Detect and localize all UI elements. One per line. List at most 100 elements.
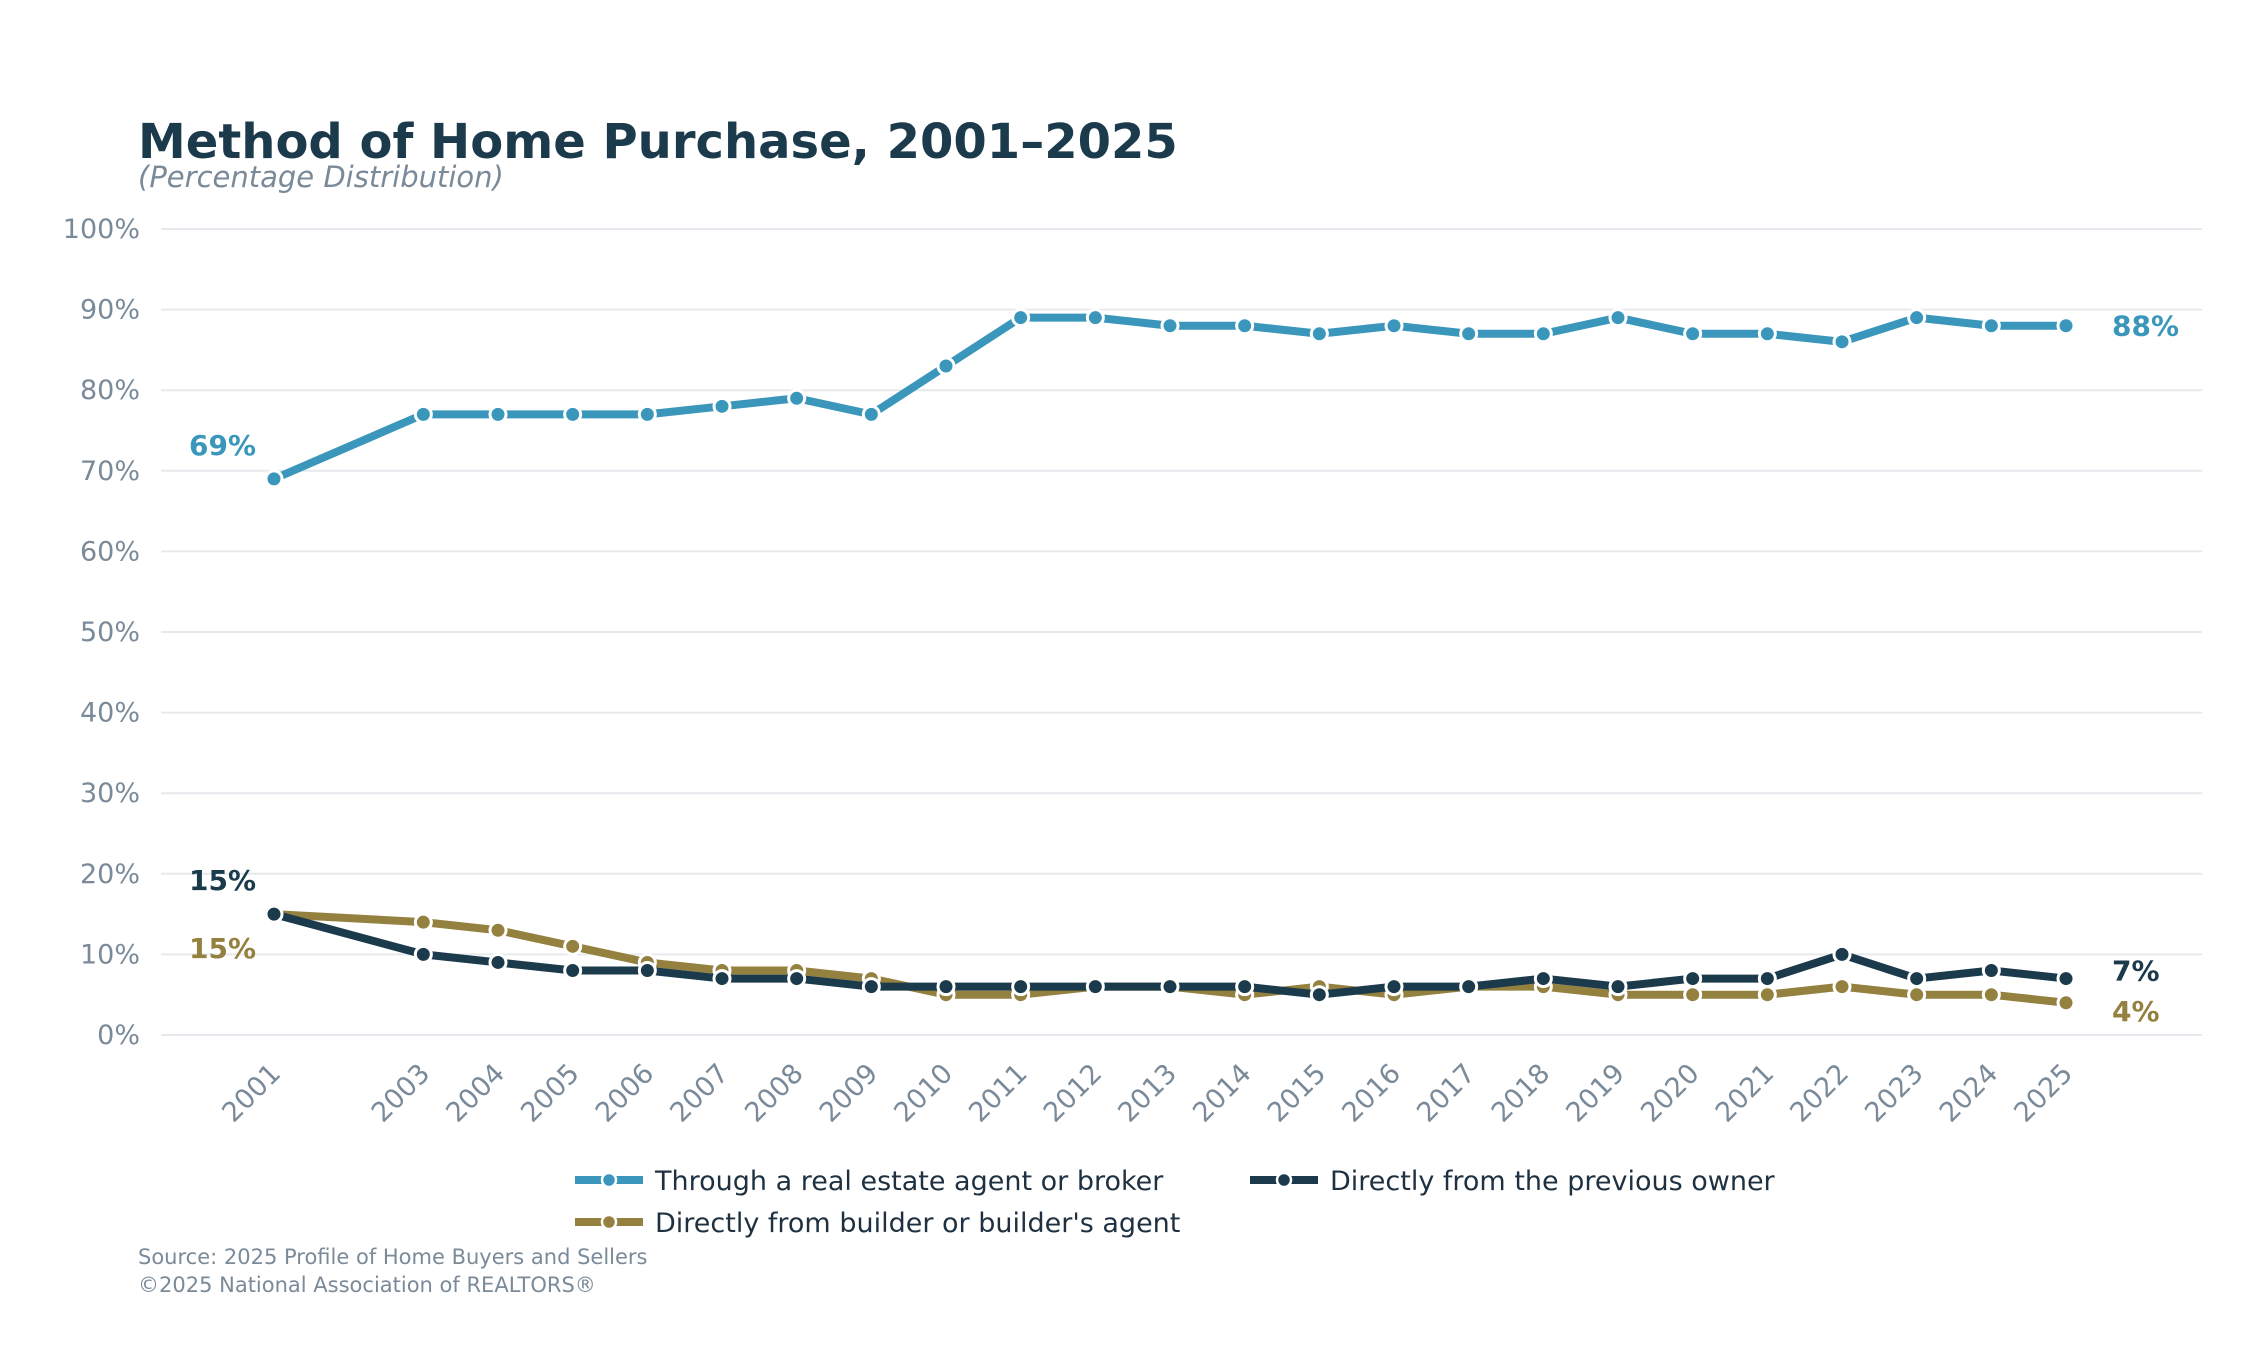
data-point (1384, 316, 1404, 336)
data-point (264, 469, 284, 489)
legend: Through a real estate agent or broker Dir… (575, 1166, 1776, 1239)
chart-subtitle: (Percentage Distribution) (138, 160, 504, 194)
data-point (563, 404, 583, 424)
start-label: 15% (189, 932, 256, 965)
source-line-1: Source: 2025 Profile of Home Buyers and … (138, 1245, 648, 1269)
data-point (563, 936, 583, 956)
data-point (787, 388, 807, 408)
y-tick-label: 60% (80, 536, 140, 567)
data-point (1832, 332, 1852, 352)
x-tick-label: 2025 (2008, 1058, 2079, 1129)
end-label: 88% (2112, 310, 2179, 343)
legend-item: Through a real estate agent or broker (575, 1166, 1164, 1197)
data-point (1085, 308, 1105, 328)
legend-marker-icon (600, 1213, 618, 1231)
y-tick-label: 40% (80, 698, 140, 729)
x-tick-label: 2013 (1112, 1058, 1183, 1129)
data-point (1384, 977, 1404, 997)
x-tick-label: 2016 (1336, 1058, 1407, 1129)
y-tick-label: 80% (80, 375, 140, 406)
data-point (1907, 969, 1927, 989)
series-line (273, 910, 2067, 1007)
y-tick-label: 10% (80, 939, 140, 970)
data-point (1832, 944, 1852, 964)
series-1 (264, 308, 2076, 489)
x-tick-label: 2009 (814, 1058, 885, 1129)
y-tick-label: 0% (97, 1020, 140, 1051)
legend-label: Directly from the previous owner (1330, 1166, 1776, 1197)
series-line (272, 313, 2066, 483)
source-line-2: ©2025 National Association of REALTORS® (138, 1273, 596, 1297)
data-point (936, 356, 956, 376)
x-tick-label: 2018 (1486, 1058, 1557, 1129)
data-point (2056, 969, 2076, 989)
data-point (413, 404, 433, 424)
legend-marker-icon (600, 1171, 618, 1189)
data-point (1683, 969, 1703, 989)
data-point (1309, 324, 1329, 344)
data-point (1085, 977, 1105, 997)
data-point (1309, 985, 1329, 1005)
data-point (861, 404, 881, 424)
x-tick-label: 2003 (366, 1058, 437, 1129)
series-line (272, 910, 2067, 999)
y-tick-label: 90% (80, 295, 140, 326)
x-tick-label: 2020 (1635, 1058, 1706, 1129)
data-point (1981, 961, 2001, 981)
legend-marker-icon (1275, 1171, 1293, 1189)
data-point (1235, 977, 1255, 997)
legend-label: Directly from builder or builder's agent (655, 1208, 1180, 1239)
chart-title: Method of Home Purchase, 2001–2025 (138, 114, 1178, 170)
x-tick-label: 2008 (739, 1058, 810, 1129)
data-point (861, 977, 881, 997)
x-tick-label: 2006 (590, 1058, 661, 1129)
x-tick-label: 2021 (1710, 1058, 1781, 1129)
legend-item: Directly from the previous owner (1250, 1166, 1776, 1197)
legend-item: Directly from builder or builder's agent (575, 1208, 1180, 1239)
data-point (1757, 969, 1777, 989)
y-tick-label: 100% (63, 214, 140, 245)
x-axis-ticks: 2001 2003 2004 2005 2006 2007 2008 2009 2010 2011… (216, 1058, 2079, 1129)
data-point (936, 977, 956, 997)
data-point (1533, 324, 1553, 344)
x-tick-label: 2017 (1411, 1058, 1482, 1129)
data-point (1608, 977, 1628, 997)
y-tick-label: 50% (80, 617, 140, 648)
x-tick-label: 2004 (440, 1058, 511, 1129)
data-point (1011, 977, 1031, 997)
data-point (1608, 308, 1628, 328)
data-point (1907, 985, 1927, 1005)
data-point (488, 404, 508, 424)
y-tick-label: 30% (80, 778, 140, 809)
x-tick-label: 2024 (1934, 1058, 2005, 1129)
data-point (1011, 308, 1031, 328)
end-label: 4% (2112, 995, 2160, 1028)
x-tick-label: 2019 (1560, 1058, 1631, 1129)
data-point (637, 404, 657, 424)
y-tick-label: 70% (80, 456, 140, 487)
data-point (1533, 969, 1553, 989)
end-label: 7% (2112, 955, 2160, 988)
start-label: 15% (189, 864, 256, 897)
data-point (1160, 316, 1180, 336)
x-tick-label: 2015 (1262, 1058, 1333, 1129)
data-point (1757, 985, 1777, 1005)
data-point (1160, 977, 1180, 997)
x-tick-label: 2023 (1859, 1058, 1930, 1129)
data-point (712, 969, 732, 989)
x-tick-label: 2005 (515, 1058, 586, 1129)
data-point (712, 396, 732, 416)
data-point (1683, 324, 1703, 344)
start-label: 69% (189, 429, 256, 462)
data-point (1832, 977, 1852, 997)
data-point (413, 912, 433, 932)
data-point (787, 969, 807, 989)
x-tick-label: 2010 (888, 1058, 959, 1129)
data-point (1757, 324, 1777, 344)
x-tick-label: 2001 (216, 1058, 287, 1129)
legend-label: Through a real estate agent or broker (654, 1166, 1164, 1197)
data-point (2056, 993, 2076, 1013)
data-point (637, 961, 657, 981)
x-tick-label: 2012 (1038, 1058, 1109, 1129)
series-lines (264, 308, 2076, 1013)
